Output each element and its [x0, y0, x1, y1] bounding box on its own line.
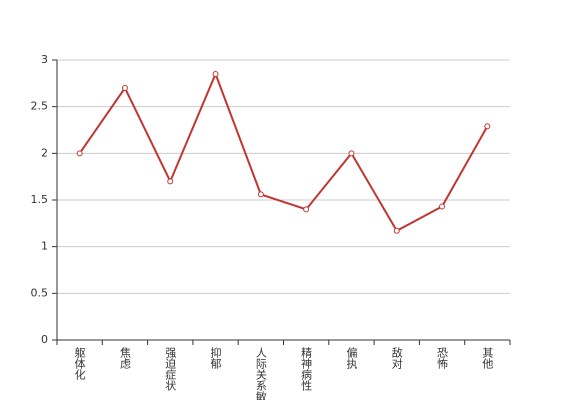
y-tick-label: 1.5 — [31, 193, 49, 206]
x-tick-label: 人际关系敏感 — [254, 347, 267, 400]
x-tick-label: 躯体化 — [73, 347, 86, 381]
x-tick-label: 偏执 — [345, 346, 358, 370]
y-tick-label: 0.5 — [31, 286, 49, 299]
line — [78, 71, 489, 233]
y-tick-label: 0 — [41, 333, 48, 346]
point — [484, 123, 491, 130]
x-tick-label: 焦虑 — [118, 347, 131, 369]
x-tick-label: 其他 — [481, 347, 494, 369]
y-tick-label: 2.5 — [31, 100, 49, 113]
point — [121, 85, 128, 91]
y-tick-label: 3 — [41, 53, 48, 66]
x-tick-label: 精神病性 — [300, 347, 313, 392]
point — [393, 227, 400, 234]
x-tick-label: 敌对 — [390, 346, 403, 369]
point — [257, 191, 264, 198]
y-tick-label: 2 — [41, 146, 48, 159]
x-tick-label: 抑郁 — [209, 346, 222, 369]
x-tick-label: 强迫症状 — [164, 347, 177, 391]
point — [303, 206, 310, 213]
point — [348, 150, 355, 157]
point — [76, 150, 83, 157]
point — [439, 203, 446, 210]
x-tick-label: 恐怖 — [436, 347, 449, 369]
point — [167, 178, 174, 185]
y-tick-label: 1 — [41, 240, 48, 253]
point — [212, 71, 219, 77]
